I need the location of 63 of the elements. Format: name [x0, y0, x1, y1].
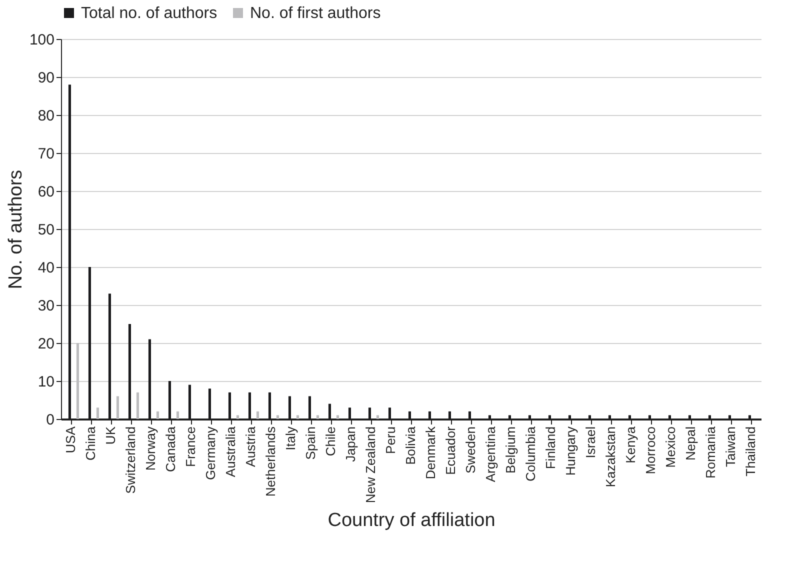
x-tick-label: Israel [583, 426, 598, 458]
x-tick-label: Italy [283, 426, 298, 450]
x-tick-label: Norway [143, 426, 158, 471]
x-tick-label: China [83, 426, 98, 460]
bar [336, 415, 339, 419]
bar [176, 411, 179, 419]
x-tick-label: Taiwan [723, 426, 738, 467]
x-axis-title: Country of affiliation [328, 510, 496, 532]
y-tick-label: 50 [38, 222, 54, 238]
x-tick-label: Belgium [503, 426, 518, 474]
x-tick-label: Chile [323, 426, 338, 456]
bar [96, 408, 99, 419]
x-tick-label: Ecuador [443, 426, 458, 475]
x-tick-label: Kazakstan [603, 426, 618, 488]
y-tick-label: 30 [38, 298, 54, 314]
y-tick-label: 100 [29, 32, 54, 48]
x-tick-label: Austria [243, 426, 258, 467]
y-tick-label: 0 [46, 412, 54, 428]
bar [236, 415, 239, 419]
bar [116, 396, 119, 419]
legend-label: No. of first authors [250, 5, 381, 22]
bar [276, 415, 279, 419]
x-tick-label: Australia [223, 426, 238, 478]
x-tick-label: Mexico [663, 426, 678, 468]
bar [316, 415, 319, 419]
bar [136, 392, 139, 419]
x-tick-label: Switzerland [123, 426, 138, 494]
x-tick-label: Netherlands [263, 426, 278, 497]
x-tick-label: Columbia [523, 426, 538, 482]
y-tick-label: 90 [38, 70, 54, 86]
x-tick-label: Romania [703, 426, 718, 479]
bar [376, 415, 379, 419]
x-tick-label: Peru [383, 426, 398, 454]
bar [76, 343, 79, 419]
y-tick-label: 70 [38, 146, 54, 162]
x-tick-label: France [183, 426, 198, 467]
x-tick-label: Hungary [563, 426, 578, 476]
x-tick-label: Sweden [463, 426, 478, 474]
y-tick-label: 40 [38, 260, 54, 276]
x-tick-label: Kenya [623, 426, 638, 464]
x-tick-label: Bolivia [403, 426, 418, 465]
x-tick-label: Morroco [643, 426, 658, 474]
bar [296, 415, 299, 419]
y-tick-label: 10 [38, 374, 54, 390]
x-tick-label: New Zealand [363, 426, 378, 504]
bar [156, 411, 159, 419]
x-tick-label: Germany [203, 426, 218, 480]
x-tick-label: Nepal [683, 426, 698, 460]
x-tick-label: Japan [343, 426, 358, 462]
y-axis-title: No. of authors [5, 170, 26, 290]
y-tick-label: 20 [38, 336, 54, 352]
bar [256, 411, 259, 419]
legend-label: Total no. of authors [81, 5, 218, 22]
y-tick-label: 80 [38, 108, 54, 124]
x-tick-label: UK [103, 426, 118, 445]
x-tick-label: Denmark [423, 426, 438, 480]
y-tick-label: 60 [38, 184, 54, 200]
x-tick-label: Canada [163, 426, 178, 472]
x-tick-label: Finland [543, 426, 558, 470]
x-tick-label: USA [63, 426, 78, 454]
x-tick-label: Thailand [743, 426, 758, 476]
x-tick-label: Spain [303, 426, 318, 460]
x-tick-label: Argentina [483, 426, 498, 482]
